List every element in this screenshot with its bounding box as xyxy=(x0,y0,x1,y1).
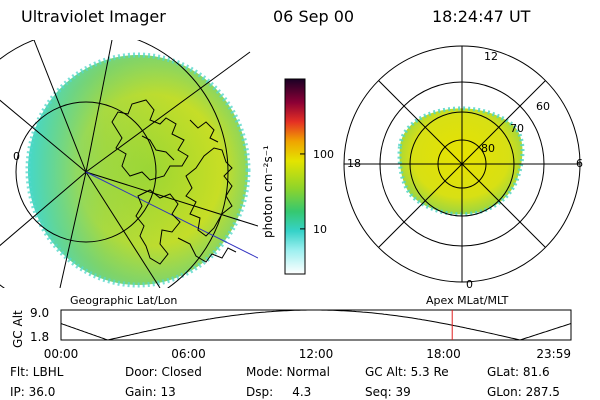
altitude-ylabel: GC Alt xyxy=(11,310,25,348)
coastline xyxy=(177,237,237,263)
meridian-highlight xyxy=(85,171,258,259)
altitude-xtick-label: 00:00 xyxy=(44,347,79,361)
status-mode: Mode: Normal xyxy=(246,365,330,379)
coastline xyxy=(141,135,175,161)
mlat-label-70: 70 xyxy=(510,122,524,135)
status-seq: Seq: 39 xyxy=(365,385,411,399)
altitude-xtick-label: 06:00 xyxy=(171,347,206,361)
time-label: 18:24:47 UT xyxy=(432,7,531,26)
meridian xyxy=(85,171,161,288)
meridian xyxy=(85,51,251,173)
coastline xyxy=(189,119,219,143)
status-glat: GLat: 81.6 xyxy=(487,365,550,379)
mlt-label-18: 18 xyxy=(347,157,361,170)
meridian xyxy=(59,171,87,288)
meridian xyxy=(0,99,87,173)
status-gain: Gain: 13 xyxy=(125,385,176,399)
apex-map: 12 18 6 0 60 70 80 xyxy=(343,45,583,291)
left-map-edge-label: 0 xyxy=(13,150,20,163)
coastline xyxy=(135,189,181,265)
mlt-label-0: 0 xyxy=(466,278,473,291)
status-flt: Flt: LBHL xyxy=(10,365,64,379)
coastline xyxy=(111,99,189,181)
altitude-ytick-max: 9.0 xyxy=(30,306,49,320)
color-bar: 100 10 photon cm⁻²s⁻¹ xyxy=(261,78,334,275)
status-gcalt: GC Alt: 5.3 Re xyxy=(365,365,449,379)
altitude-xtick-label: 23:59 xyxy=(536,347,571,361)
mlt-label-6: 6 xyxy=(576,157,583,170)
status-dsp: Dsp: 4.3 xyxy=(246,385,311,399)
color-bar-tick-label: 10 xyxy=(313,223,327,236)
meridian xyxy=(33,40,87,173)
date-label: 06 Sep 00 xyxy=(273,7,354,26)
altitude-curve xyxy=(60,309,572,341)
mlat-label-60: 60 xyxy=(536,100,550,113)
mlat-label-80: 80 xyxy=(481,142,495,155)
status-glon: GLon: 287.5 xyxy=(487,385,560,399)
lat-circle-inner xyxy=(15,101,157,243)
meridian xyxy=(0,171,87,247)
altitude-xtick-label: 18:00 xyxy=(426,347,461,361)
status-door: Door: Closed xyxy=(125,365,202,379)
altitude-x-ticks: 00:00 06:00 12:00 18:00 23:59 xyxy=(44,347,571,361)
auroral-image-left-wash xyxy=(28,55,248,285)
auroral-image-left-fringe xyxy=(25,52,251,288)
status-ip: IP: 36.0 xyxy=(10,385,55,399)
geographic-map xyxy=(0,40,258,288)
altitude-plot: 00:00 06:00 12:00 18:00 23:59 9.0 1.8 GC Alt xyxy=(11,306,572,361)
instrument-title: Ultraviolet Imager xyxy=(21,7,166,26)
geographic-label: Geographic Lat/Lon xyxy=(70,294,177,307)
meridian xyxy=(85,171,258,227)
altitude-plot-frame xyxy=(60,309,572,341)
color-bar-tick-label: 100 xyxy=(313,148,334,161)
mlt-line-diag xyxy=(378,80,546,248)
status-panel: Flt: LBHL Door: Closed Mode: Normal GC A… xyxy=(10,365,560,399)
auroral-image-right xyxy=(399,108,523,215)
color-bar-unit: photon cm⁻²s⁻¹ xyxy=(261,145,275,238)
color-bar-ticks: 100 10 xyxy=(300,148,334,236)
coastline xyxy=(185,147,233,237)
altitude-ytick-min: 1.8 xyxy=(30,330,49,344)
meridian xyxy=(85,40,113,173)
color-bar-gradient xyxy=(284,78,306,275)
mlt-label-12: 12 xyxy=(484,50,498,63)
auroral-image-right-fringe xyxy=(397,106,525,217)
apex-label: Apex MLat/MLT xyxy=(426,294,509,307)
altitude-xtick-label: 12:00 xyxy=(299,347,334,361)
